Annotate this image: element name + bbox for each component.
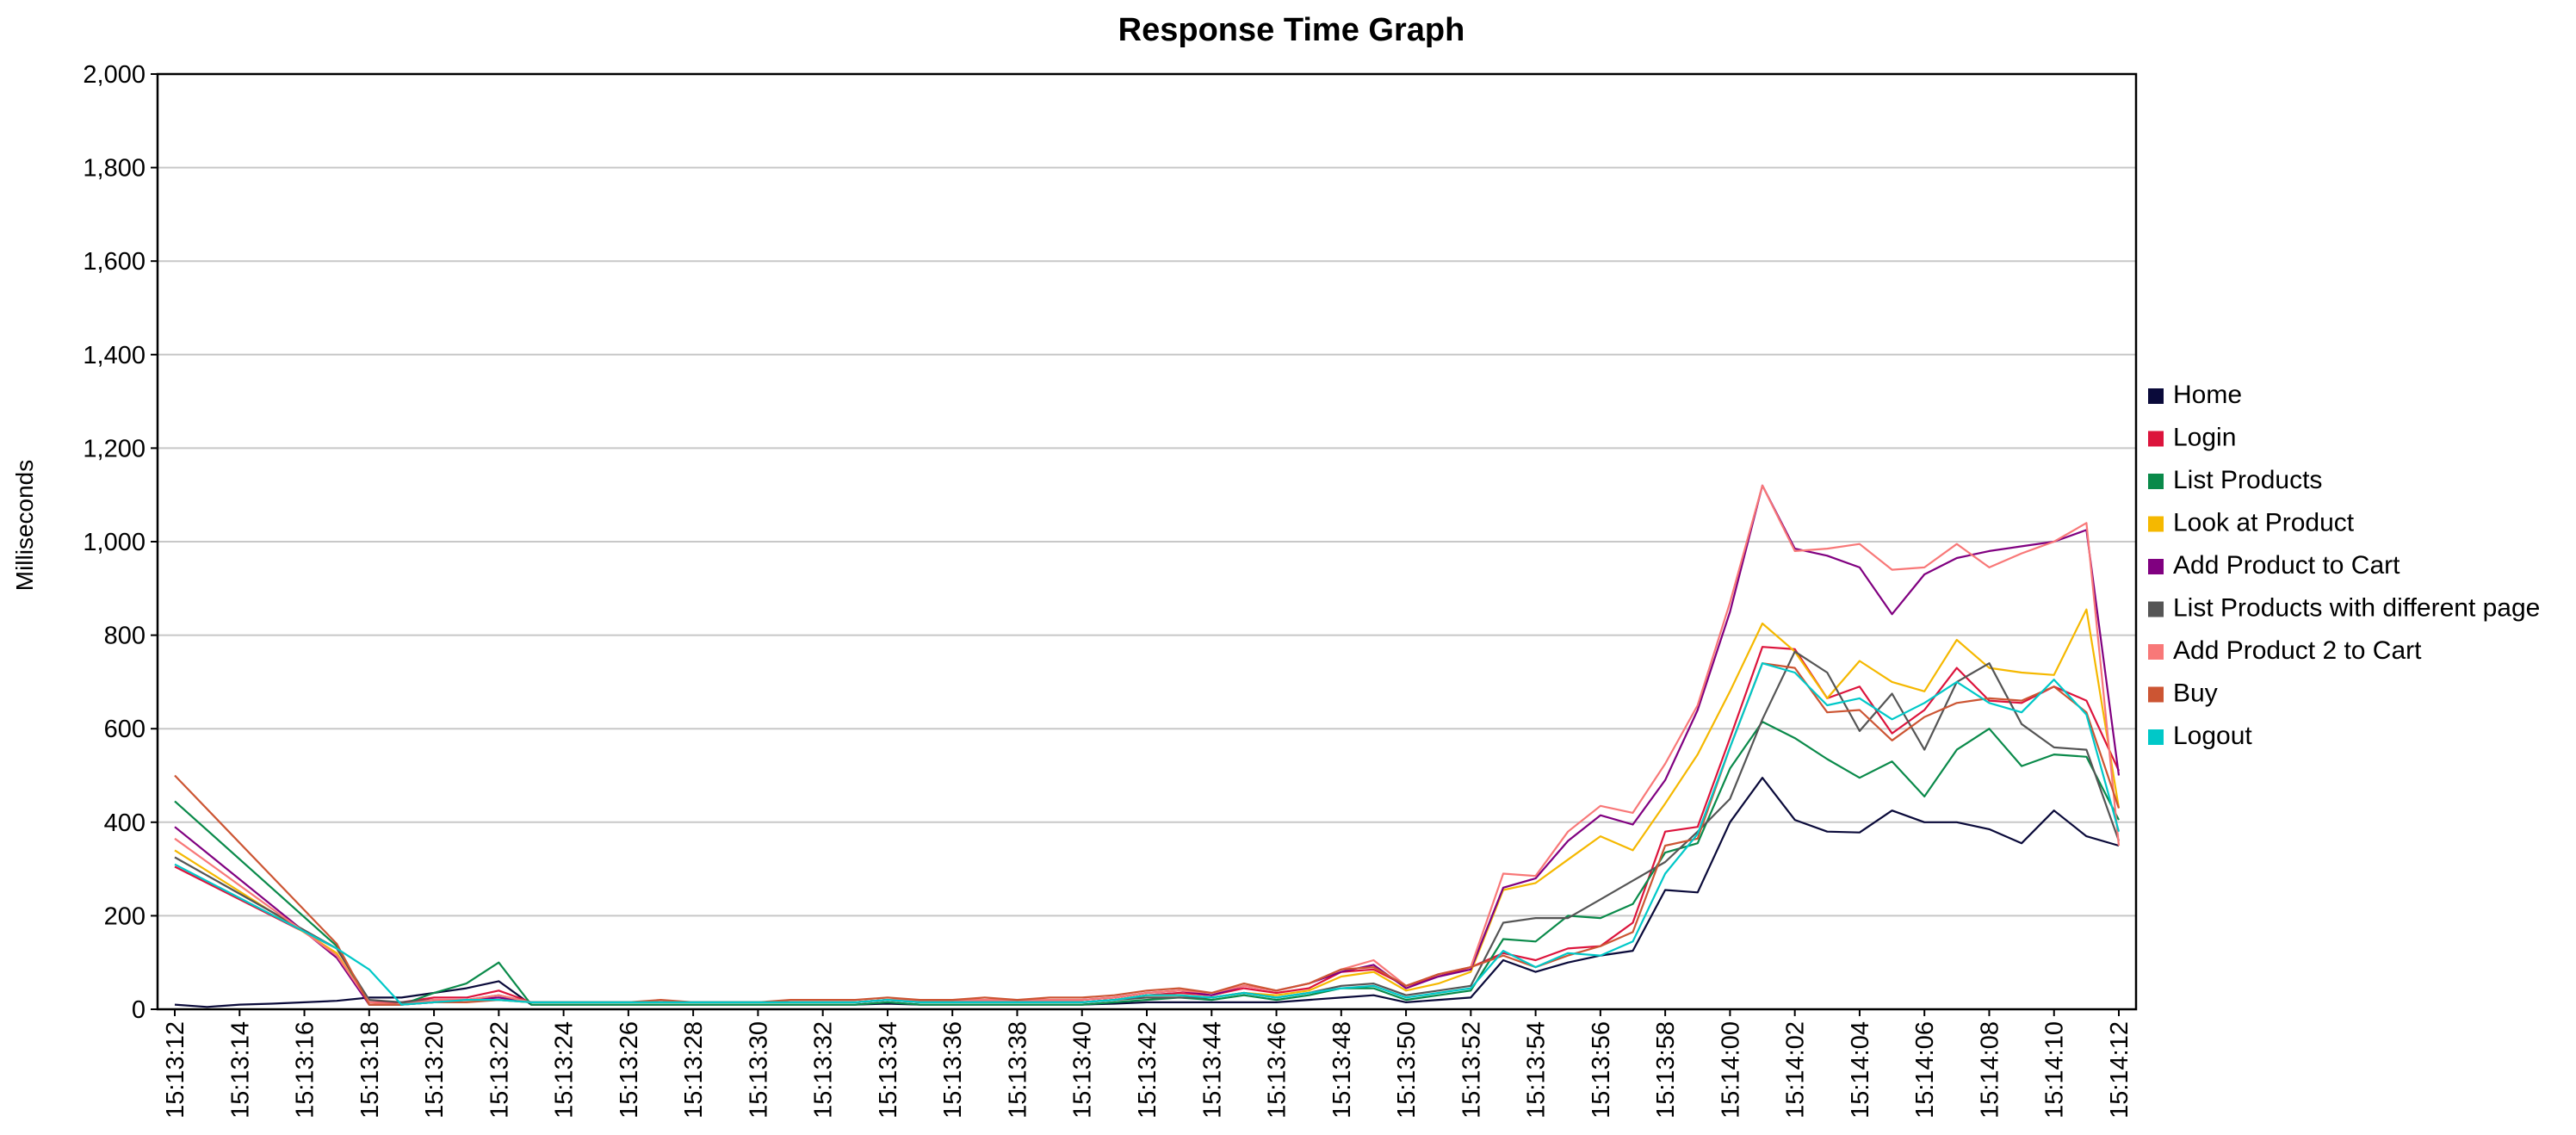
x-tick-label: 15:13:46	[1264, 1021, 1291, 1119]
y-axis-ticks: 0 200 400 600 800 1,000 1,200 1,400 1,600 1,800 2,…	[83, 61, 158, 1024]
y-tick-label: 400	[104, 809, 146, 837]
x-tick-label: 15:14:02	[1782, 1021, 1810, 1119]
x-tick-label: 15:13:28	[680, 1021, 708, 1119]
series-line-home	[174, 777, 2120, 1008]
legend-label: Look at Product	[2173, 509, 2355, 537]
legend-label: Add Product to Cart	[2173, 551, 2400, 580]
legend-swatch	[2148, 601, 2164, 617]
x-tick-label: 15:13:38	[1004, 1021, 1031, 1119]
x-tick-label: 15:13:36	[939, 1021, 967, 1119]
series-line-list-products	[174, 720, 2120, 1006]
x-tick-label: 15:13:18	[356, 1021, 384, 1119]
x-tick-label: 15:13:14	[226, 1021, 254, 1119]
series-line-add-product-to-cart	[174, 484, 2121, 1006]
series-lines	[174, 484, 2121, 1008]
legend-swatch	[2148, 644, 2164, 660]
chart-title: Response Time Graph	[1118, 12, 1465, 48]
legend-swatch	[2148, 559, 2164, 574]
x-tick-label: 15:13:58	[1652, 1021, 1680, 1119]
legend-label: Add Product 2 to Cart	[2173, 636, 2422, 665]
x-tick-label: 15:14:04	[1847, 1021, 1874, 1119]
y-tick-label: 1,600	[83, 248, 146, 276]
gridlines	[158, 166, 2136, 917]
x-tick-label: 15:13:12	[162, 1021, 189, 1119]
legend: Home Login List Products Look at Product Add…	[2148, 381, 2540, 750]
x-tick-label: 15:14:08	[1976, 1021, 2003, 1119]
y-tick-label: 2,000	[83, 61, 146, 89]
x-tick-label: 15:13:42	[1134, 1021, 1161, 1119]
legend-label: Logout	[2173, 722, 2252, 750]
x-tick-label: 15:13:16	[292, 1021, 319, 1119]
legend-swatch	[2148, 729, 2164, 745]
legend-label: List Products with different page	[2173, 594, 2540, 623]
x-tick-label: 15:13:50	[1393, 1021, 1421, 1119]
x-tick-label: 15:14:10	[2041, 1021, 2069, 1119]
y-axis-label: Milliseconds	[11, 460, 38, 592]
series-line-add-product-2-to-cart	[174, 484, 2121, 1006]
y-tick-label: 0	[132, 996, 146, 1024]
y-tick-label: 200	[104, 902, 146, 930]
series-line-login	[174, 646, 2120, 1004]
y-tick-label: 600	[104, 716, 146, 743]
x-tick-label: 15:13:48	[1328, 1021, 1356, 1119]
y-tick-label: 1,200	[83, 435, 146, 462]
x-tick-label: 15:13:24	[551, 1021, 579, 1119]
y-tick-label: 800	[104, 623, 146, 650]
y-tick-label: 1,000	[83, 529, 146, 556]
x-tick-label: 15:13:22	[486, 1021, 513, 1119]
legend-label: List Products	[2173, 466, 2322, 494]
legend-swatch	[2148, 388, 2164, 404]
x-tick-label: 15:14:00	[1717, 1021, 1744, 1119]
x-tick-label: 15:13:56	[1588, 1021, 1615, 1119]
plot-frame	[156, 72, 2138, 1011]
y-tick-label: 1,400	[83, 342, 146, 369]
series-line-logout	[174, 662, 2121, 1006]
legend-swatch	[2148, 516, 2164, 532]
x-tick-label: 15:13:52	[1458, 1021, 1485, 1119]
x-axis-ticks: 15:13:12 15:13:14 15:13:16 15:13:18 15:13:20…	[162, 1009, 2133, 1119]
legend-label: Buy	[2173, 679, 2218, 708]
x-tick-label: 15:13:30	[745, 1021, 772, 1119]
series-line-look-at-product	[174, 608, 2121, 1006]
x-tick-label: 15:13:26	[616, 1021, 643, 1119]
y-tick-label: 1,800	[83, 155, 146, 183]
x-tick-label: 15:13:32	[810, 1021, 838, 1119]
legend-swatch	[2148, 431, 2164, 447]
legend-swatch	[2148, 686, 2164, 703]
series-line-buy	[174, 662, 2121, 1006]
legend-swatch	[2148, 474, 2164, 489]
x-tick-label: 15:13:20	[421, 1021, 449, 1119]
legend-label: Home	[2173, 381, 2242, 409]
legend-label: Login	[2173, 424, 2236, 452]
x-tick-label: 15:13:34	[875, 1021, 902, 1119]
x-tick-label: 15:13:40	[1069, 1021, 1097, 1119]
x-tick-label: 15:14:12	[2106, 1021, 2133, 1119]
x-tick-label: 15:13:44	[1198, 1021, 1226, 1119]
x-tick-label: 15:14:06	[1911, 1021, 1939, 1119]
x-tick-label: 15:13:54	[1523, 1021, 1551, 1119]
